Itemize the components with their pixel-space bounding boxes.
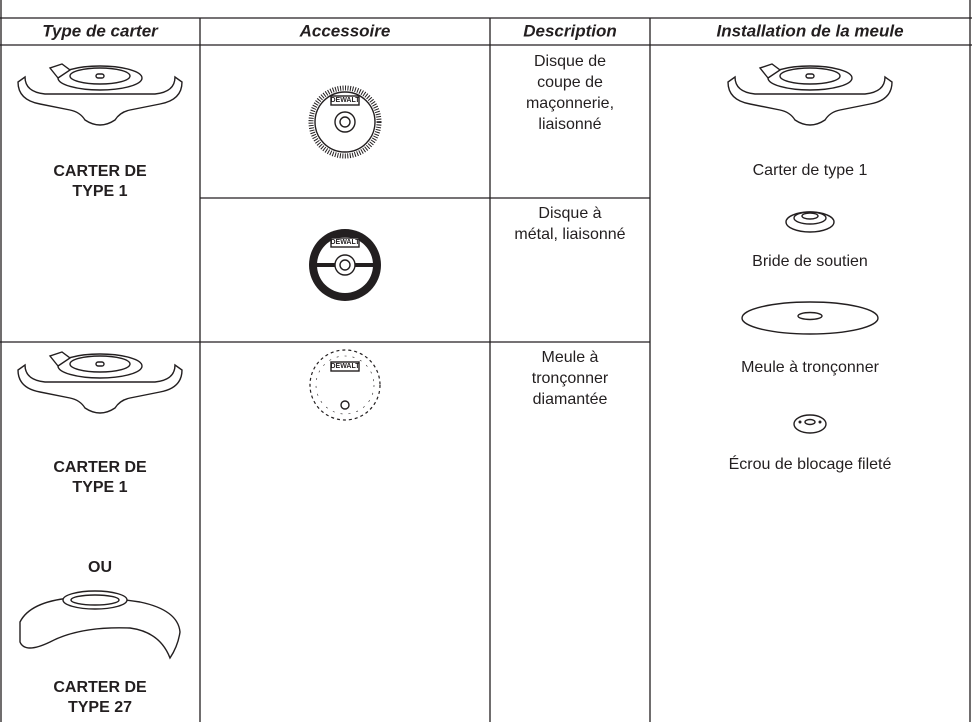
accessory-description: maçonnerie, <box>526 95 614 112</box>
lock-nut-icon <box>793 414 827 434</box>
column-header: Type de carter <box>42 21 159 40</box>
brand-logo: DEWALT <box>330 363 360 370</box>
masonry-disc-icon <box>308 85 382 159</box>
backing-flange-icon <box>785 211 835 233</box>
diamond-wheel-icon <box>309 349 381 421</box>
guard-label: CARTER DE <box>53 679 147 696</box>
brand-logo: DEWALT <box>330 97 360 104</box>
guard-type1-icon <box>17 63 183 126</box>
guard-type1-icon <box>17 351 183 414</box>
column-header: Accessoire <box>299 21 391 40</box>
accessory-description: coupe de <box>537 74 603 91</box>
column-header: Installation de la meule <box>716 21 903 40</box>
metal-disc-icon <box>309 229 381 301</box>
guard-label: CARTER DE <box>53 459 147 476</box>
guard-label: TYPE 1 <box>72 479 127 496</box>
guard-label: CARTER DE <box>53 163 147 180</box>
accessory-description: liaisonné <box>538 116 601 133</box>
accessory-description: diamantée <box>533 391 608 408</box>
guard-separator: OU <box>88 559 112 576</box>
cutting-wheel-icon <box>741 301 879 335</box>
accessory-description: Meule à <box>542 349 599 366</box>
accessory-description: Disque de <box>534 53 606 70</box>
installation-step: Carter de type 1 <box>753 162 868 179</box>
brand-logo: DEWALT <box>330 239 360 246</box>
guard-type27-icon <box>19 590 181 659</box>
guard-label: TYPE 27 <box>68 699 132 716</box>
accessory-description: métal, liaisonné <box>514 226 625 243</box>
guard-label: TYPE 1 <box>72 183 127 200</box>
install-guard-icon <box>727 63 893 126</box>
column-header: Description <box>523 21 617 40</box>
installation-step: Bride de soutien <box>752 253 868 270</box>
installation-step: Meule à tronçonner <box>741 359 880 376</box>
accessory-description: Disque à <box>538 205 601 222</box>
accessory-description: tronçonner <box>532 370 609 387</box>
installation-step: Écrou de blocage fileté <box>729 454 892 473</box>
